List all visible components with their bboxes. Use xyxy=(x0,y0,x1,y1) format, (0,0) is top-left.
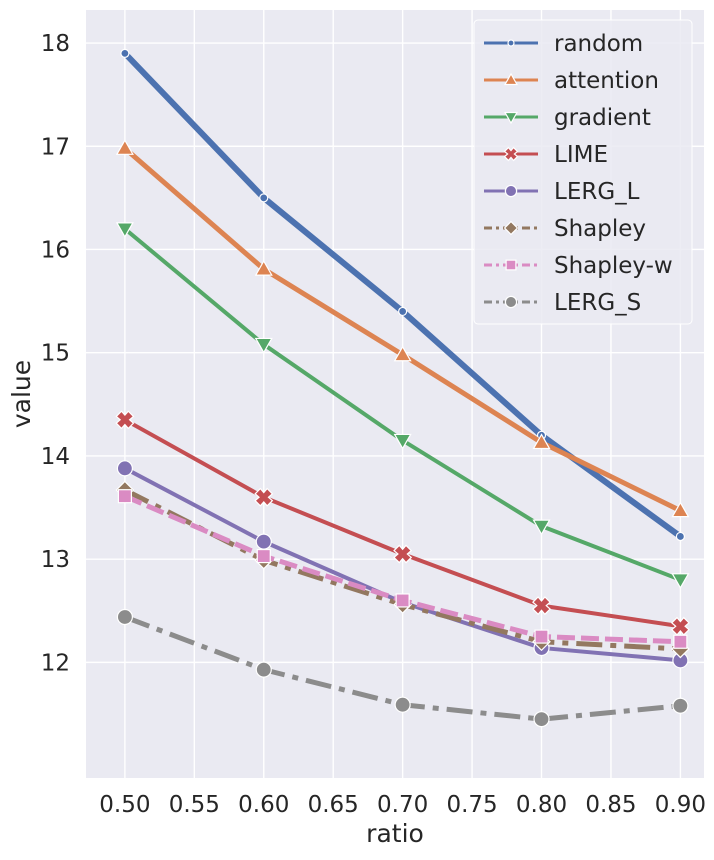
x-tick-label: 0.60 xyxy=(238,792,289,818)
data-point xyxy=(255,661,272,678)
legend-label: Shapley xyxy=(554,216,646,242)
legend-label: attention xyxy=(554,68,659,94)
y-tick-label: 14 xyxy=(41,444,70,470)
data-point xyxy=(395,593,410,608)
legend-item: attention xyxy=(484,68,659,94)
data-point xyxy=(254,337,273,354)
legend: random attention gradient LIME LERG_L Shapley… xyxy=(473,19,693,325)
legend-item: Shapley-w xyxy=(484,253,673,279)
y-tick-label: 12 xyxy=(41,650,70,676)
x-tick-label: 0.80 xyxy=(516,792,567,818)
legend-label: gradient xyxy=(554,105,651,131)
legend-label: LERG_L xyxy=(554,179,640,205)
legend-label: random xyxy=(554,31,643,57)
legend-marker xyxy=(504,184,518,198)
legend-marker xyxy=(503,220,519,236)
data-point xyxy=(532,433,551,450)
data-point xyxy=(116,460,133,477)
data-point xyxy=(255,533,272,550)
data-point xyxy=(534,629,549,644)
legend-item: LIME xyxy=(484,142,608,168)
data-point xyxy=(670,616,690,636)
series-gradient xyxy=(115,222,690,590)
legend-marker xyxy=(504,295,518,309)
data-point xyxy=(116,608,133,626)
x-tick-label: 0.85 xyxy=(585,792,636,818)
y-tick-label: 15 xyxy=(41,341,70,367)
data-point xyxy=(393,345,412,362)
x-axis-label: ratio xyxy=(366,819,424,848)
data-point xyxy=(673,634,688,649)
legend-marker xyxy=(503,111,519,125)
legend-item: gradient xyxy=(484,105,651,131)
series-layer xyxy=(115,48,690,728)
data-point xyxy=(115,410,135,430)
data-point xyxy=(394,696,411,713)
data-point xyxy=(675,531,685,542)
data-point xyxy=(254,259,273,276)
x-tick-label: 0.90 xyxy=(655,792,706,818)
tick-labels: 0.50 0.55 0.60 0.65 0.70 0.75 0.80 0.85 0.90 12 13… xyxy=(41,31,706,818)
data-point xyxy=(117,489,132,504)
data-point xyxy=(256,548,271,564)
data-point xyxy=(532,596,551,616)
data-point xyxy=(398,306,408,317)
y-tick-label: 17 xyxy=(41,134,70,160)
x-tick-label: 0.50 xyxy=(99,792,150,818)
legend-item: LERG_S xyxy=(484,290,641,316)
series-lerg-s xyxy=(116,608,689,728)
data-point xyxy=(115,139,134,155)
data-point xyxy=(393,544,413,564)
legend-item: LERG_L xyxy=(484,179,640,205)
legend-marker xyxy=(503,72,519,86)
y-tick-label: 18 xyxy=(41,31,70,57)
legend-marker xyxy=(503,146,519,162)
y-axis-label: value xyxy=(7,360,36,428)
data-point xyxy=(115,222,134,239)
data-point xyxy=(259,193,269,203)
data-point xyxy=(393,433,412,450)
legend-item: random xyxy=(484,31,643,57)
data-point xyxy=(671,573,690,590)
y-tick-label: 16 xyxy=(41,237,70,263)
series-lime xyxy=(115,410,690,636)
data-point xyxy=(672,697,689,714)
legend-marker xyxy=(507,39,515,47)
data-point xyxy=(532,519,551,536)
data-point xyxy=(120,48,130,58)
x-tick-label: 0.75 xyxy=(446,792,497,818)
legend-marker xyxy=(505,259,517,271)
legend-box xyxy=(473,19,693,325)
legend-label: Shapley-w xyxy=(554,253,673,279)
x-tick-label: 0.55 xyxy=(169,792,220,818)
x-tick-label: 0.65 xyxy=(308,792,359,818)
legend-label: LIME xyxy=(554,142,608,168)
series-attention xyxy=(115,139,690,518)
legend-item: Shapley xyxy=(484,216,646,242)
x-tick-label: 0.70 xyxy=(377,792,428,818)
data-point xyxy=(254,487,274,507)
y-tick-label: 13 xyxy=(41,547,70,573)
series-shapley-w xyxy=(117,489,688,649)
data-point xyxy=(533,711,550,728)
data-point xyxy=(671,501,690,518)
legend-label: LERG_S xyxy=(554,290,641,316)
